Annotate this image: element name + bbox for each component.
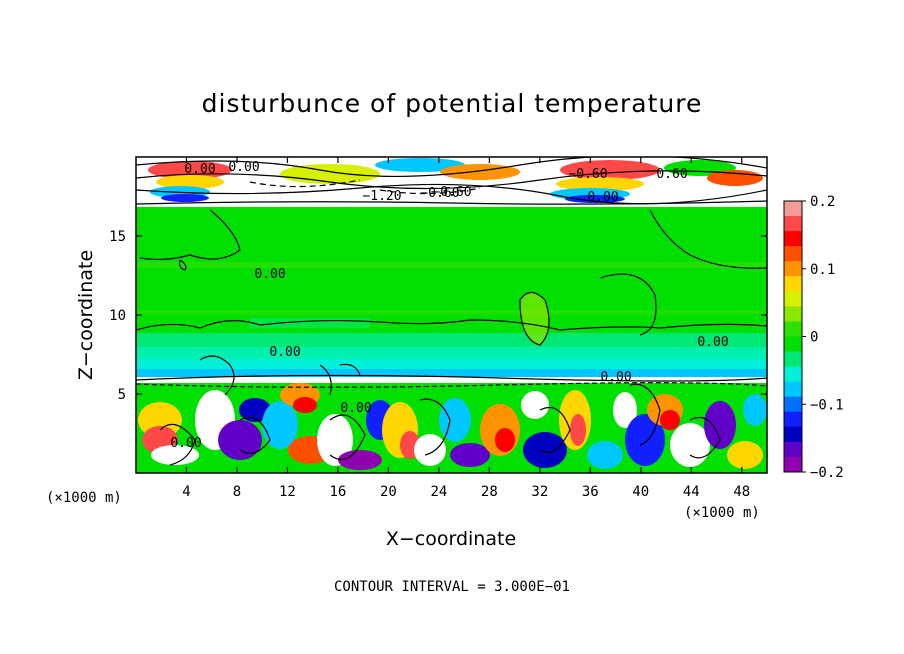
contour-label: 0.00 bbox=[254, 267, 285, 282]
contour-label: 0.00 bbox=[340, 401, 371, 416]
colorbar-tick-label: −0.2 bbox=[810, 465, 844, 481]
colorbar-swatch bbox=[784, 396, 802, 413]
x-axis: 4 8 12 16 20 24 28 32 36 40 44 48 bbox=[182, 157, 750, 500]
contour-label: 0.00 bbox=[600, 370, 631, 385]
x-tick-label: 28 bbox=[481, 484, 498, 500]
colorbar-swatch bbox=[784, 426, 802, 443]
colorbar-tick-label: −0.1 bbox=[810, 397, 844, 413]
x-unit-right: (×1000 m) bbox=[684, 505, 760, 521]
contour-interval-note: CONTOUR INTERVAL = 3.000E−01 bbox=[334, 579, 570, 595]
x-tick-label: 12 bbox=[279, 484, 296, 500]
colorbar-swatch bbox=[784, 201, 802, 217]
colorbar-tick-label: 0.2 bbox=[810, 194, 835, 210]
contour-label: 0.00 bbox=[170, 436, 201, 451]
colorbar-swatch bbox=[784, 351, 802, 368]
y-axis-label: Z−coordinate bbox=[75, 250, 97, 380]
y-axis: 5 10 15 bbox=[109, 229, 767, 403]
chart-title: disturbunce of potential temperature bbox=[202, 89, 703, 118]
x-tick-label: 36 bbox=[582, 484, 599, 500]
x-tick-label: 48 bbox=[733, 484, 750, 500]
contour-label: −1.20 bbox=[362, 189, 401, 204]
contour-label: −0.60 bbox=[432, 185, 471, 200]
colorbar bbox=[783, 200, 803, 473]
colorbar-swatch bbox=[784, 261, 802, 277]
contour-label: −0.60 bbox=[568, 167, 607, 182]
x-tick-label: 16 bbox=[329, 484, 346, 500]
colorbar-swatch bbox=[784, 456, 802, 473]
contour-label: 0.00 bbox=[228, 160, 259, 175]
plot-area bbox=[136, 157, 767, 473]
colorbar-swatch bbox=[784, 381, 802, 398]
contour-lines bbox=[136, 157, 767, 466]
colorbar-ticks: 0.2 0.1 0 −0.1 −0.2 bbox=[802, 194, 844, 481]
x-tick-label: 4 bbox=[182, 484, 190, 500]
y-tick-label: 10 bbox=[109, 308, 126, 324]
x-tick-label: 8 bbox=[233, 484, 241, 500]
colorbar-swatch bbox=[784, 336, 802, 353]
colorbar-tick-label: 0 bbox=[810, 330, 818, 346]
x-unit-left: (×1000 m) bbox=[46, 490, 122, 506]
colorbar-tick-label: 0.1 bbox=[810, 262, 835, 278]
x-tick-label: 20 bbox=[380, 484, 397, 500]
contour-label: 0.00 bbox=[587, 190, 618, 205]
contour-label-group: 0.000.00 −0.60−0.60−1.20 −0.60 0.000.600.00… bbox=[170, 160, 728, 451]
contour-label: 0.00 bbox=[697, 335, 728, 350]
colorbar-swatch bbox=[784, 321, 802, 337]
colorbar-swatch bbox=[784, 306, 802, 322]
colorbar-swatch bbox=[784, 411, 802, 428]
colorbar-swatch bbox=[784, 216, 802, 232]
turbulence-layer bbox=[138, 383, 767, 470]
colorbar-swatch bbox=[784, 231, 802, 247]
colorbar-swatch bbox=[784, 246, 802, 262]
x-tick-label: 24 bbox=[430, 484, 447, 500]
colorbar-swatch bbox=[784, 291, 802, 307]
contour-label: 0.00 bbox=[184, 162, 215, 177]
contour-label: 0.60 bbox=[656, 167, 687, 182]
colorbar-swatch bbox=[784, 276, 802, 292]
contour-label: −0.60 bbox=[420, 186, 459, 201]
x-tick-label: 32 bbox=[531, 484, 548, 500]
x-axis-label: X−coordinate bbox=[386, 528, 516, 550]
colorbar-swatch bbox=[784, 366, 802, 383]
x-tick-label: 40 bbox=[632, 484, 649, 500]
y-tick-label: 15 bbox=[109, 229, 126, 245]
contour-label: 0.00 bbox=[269, 345, 300, 360]
x-tick-label: 44 bbox=[683, 484, 700, 500]
colorbar-swatch bbox=[784, 441, 802, 458]
y-tick-label: 5 bbox=[118, 387, 126, 403]
